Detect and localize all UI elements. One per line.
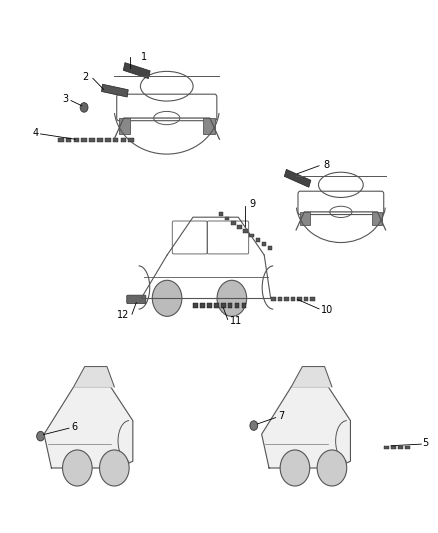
Bar [250, 233, 254, 237]
Bar [237, 225, 242, 229]
Bar [221, 303, 226, 308]
Bar [193, 303, 198, 308]
Ellipse shape [250, 421, 258, 430]
Circle shape [217, 280, 247, 317]
Bar [284, 169, 311, 187]
Polygon shape [291, 367, 332, 387]
Text: 8: 8 [323, 160, 329, 169]
Bar [97, 138, 103, 142]
Bar [119, 118, 131, 134]
Bar [128, 138, 134, 142]
Polygon shape [261, 387, 350, 468]
Text: 7: 7 [278, 411, 284, 421]
Circle shape [63, 450, 92, 486]
Bar [203, 118, 215, 134]
FancyBboxPatch shape [127, 295, 146, 304]
Text: 10: 10 [321, 305, 333, 315]
Bar [74, 138, 79, 142]
Bar [105, 138, 111, 142]
Bar [255, 238, 260, 241]
Bar [214, 303, 219, 308]
Circle shape [280, 450, 310, 486]
Bar [385, 446, 389, 449]
Bar [261, 242, 266, 246]
Text: 5: 5 [423, 438, 429, 448]
Circle shape [99, 450, 129, 486]
Ellipse shape [80, 103, 88, 112]
Ellipse shape [37, 431, 45, 441]
Text: 4: 4 [32, 128, 39, 138]
Bar [207, 303, 212, 308]
Bar [311, 297, 315, 301]
Text: 2: 2 [82, 71, 88, 82]
Text: 12: 12 [117, 310, 130, 320]
Bar [235, 303, 240, 308]
Polygon shape [44, 387, 133, 468]
Bar [372, 212, 381, 225]
Bar [284, 297, 289, 301]
Bar [398, 446, 403, 449]
Bar [291, 297, 295, 301]
Bar [231, 221, 236, 224]
Text: 3: 3 [63, 94, 69, 104]
Bar [244, 229, 248, 233]
Bar [102, 84, 128, 97]
Bar [242, 303, 247, 308]
Bar [58, 138, 64, 142]
Bar [278, 297, 282, 301]
Bar [268, 246, 272, 250]
Bar [123, 63, 150, 78]
Text: 1: 1 [141, 52, 147, 62]
Bar [271, 297, 276, 301]
Bar [300, 212, 310, 225]
Circle shape [317, 450, 347, 486]
Bar [297, 297, 302, 301]
Bar [81, 138, 87, 142]
Bar [304, 297, 308, 301]
Bar [200, 303, 205, 308]
Bar [113, 138, 118, 142]
Bar [228, 303, 233, 308]
Bar [391, 446, 396, 449]
Circle shape [152, 280, 182, 317]
Text: 6: 6 [71, 422, 77, 432]
Bar [225, 216, 230, 220]
Bar [66, 138, 71, 142]
Bar [89, 138, 95, 142]
Text: 11: 11 [230, 316, 242, 326]
Polygon shape [74, 367, 114, 387]
Text: 9: 9 [250, 199, 256, 209]
Bar [120, 138, 126, 142]
Bar [405, 446, 410, 449]
Bar [219, 213, 223, 216]
